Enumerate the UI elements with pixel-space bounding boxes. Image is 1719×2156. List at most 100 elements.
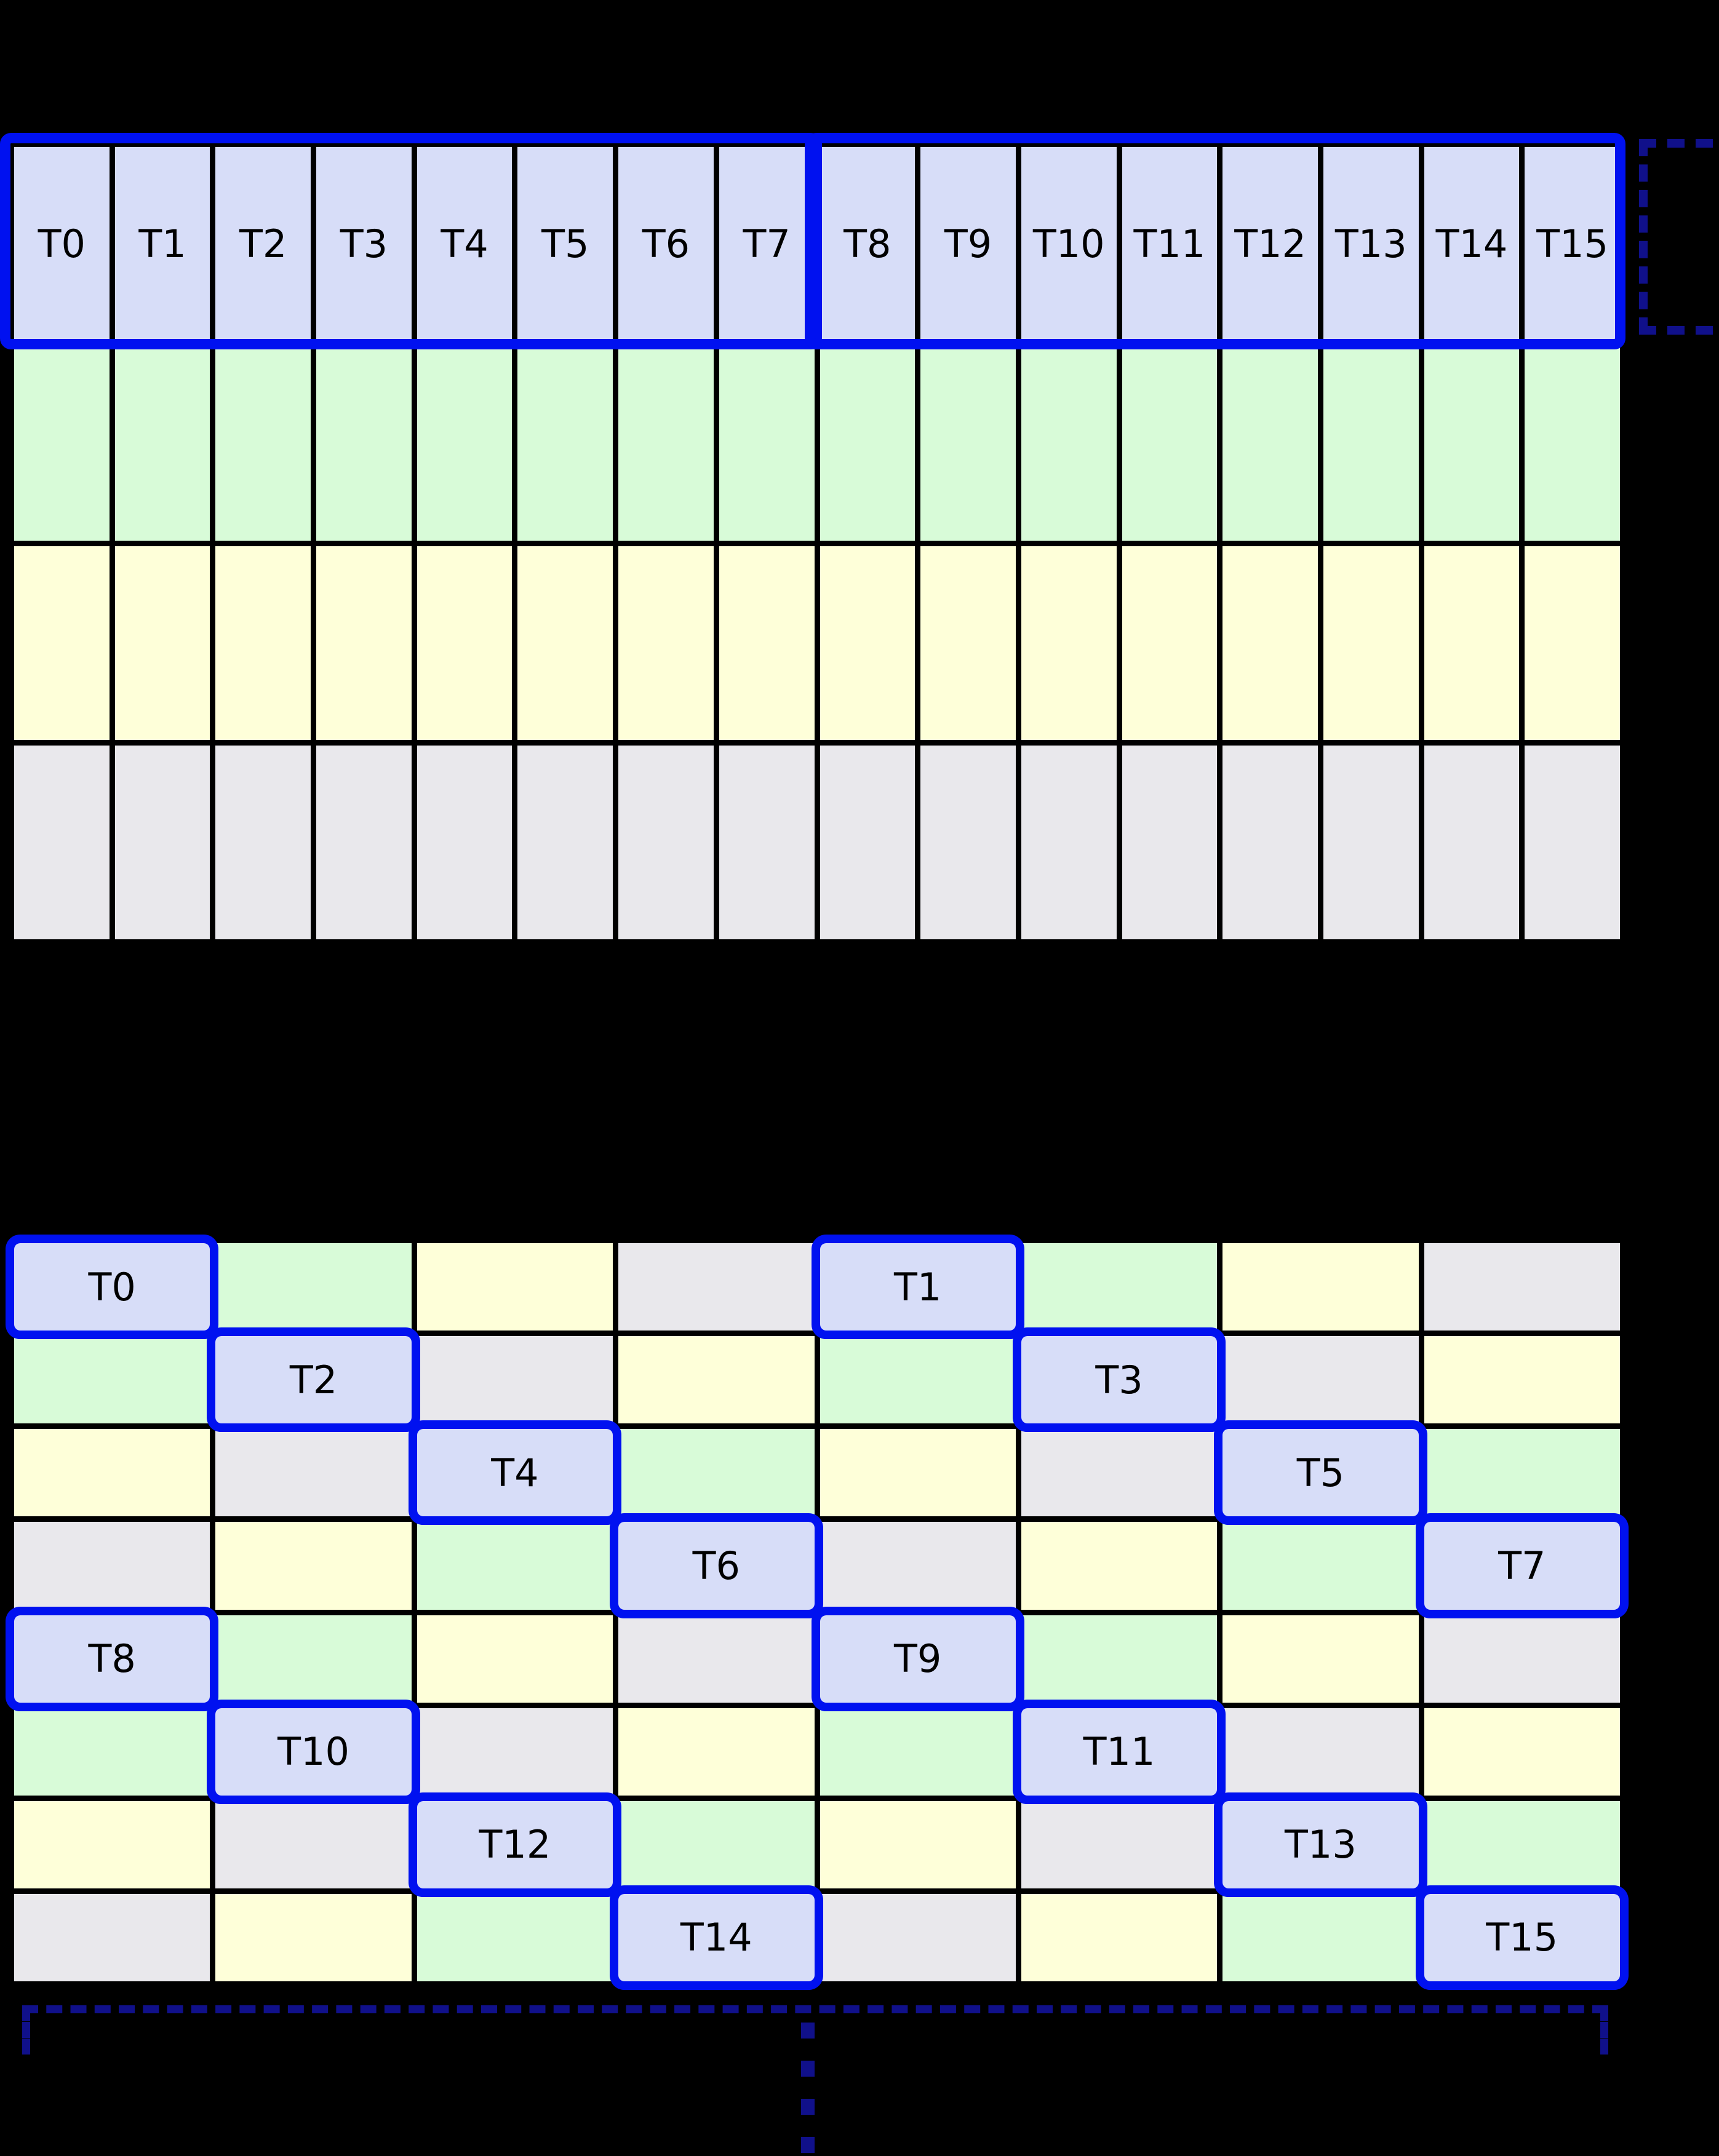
memory-cell <box>1424 546 1520 740</box>
memory-cell <box>618 1243 815 1331</box>
memory-cell <box>114 346 210 541</box>
strided-access-grid: T0 T1 T2 T3 T4 T5 T6 T7 T8 T9 T10 T11 T12 T13 T14 T15 <box>9 1238 1625 1987</box>
warp-group-box-1 <box>805 133 1625 349</box>
thread-cell-T8: T8 <box>14 1615 210 1703</box>
memory-cell <box>618 745 714 939</box>
thread-cell-T4: T4 <box>417 147 513 341</box>
memory-cell <box>820 1800 1016 1888</box>
warp-group-box-0 <box>0 133 822 349</box>
memory-cell <box>1122 346 1218 541</box>
thread-cell-T3: T3 <box>1021 1336 1218 1424</box>
memory-cell <box>1222 1522 1419 1610</box>
memory-cell <box>14 1893 210 1981</box>
memory-cell <box>920 546 1016 740</box>
memory-cell <box>517 346 613 541</box>
memory-cell <box>1424 1708 1620 1796</box>
memory-cell <box>1021 1429 1218 1517</box>
memory-cell <box>1021 1615 1218 1703</box>
thread-cell-T14: T14 <box>1424 147 1520 341</box>
memory-cell <box>14 546 110 740</box>
memory-cell <box>820 546 915 740</box>
thread-cell-T0: T0 <box>14 147 110 341</box>
memory-cell <box>215 745 311 939</box>
memory-cell <box>215 1522 412 1610</box>
memory-cell <box>417 1615 613 1703</box>
thread-cell-T9: T9 <box>920 147 1016 341</box>
memory-cell <box>820 745 915 939</box>
thread-cell-T13: T13 <box>1323 147 1419 341</box>
thread-cell-T1: T1 <box>114 147 210 341</box>
memory-cell <box>1222 546 1318 740</box>
memory-cell <box>618 1615 815 1703</box>
thread-cell-T12: T12 <box>417 1800 613 1888</box>
memory-cell <box>1424 346 1520 541</box>
thread-cell-T7: T7 <box>1424 1522 1620 1610</box>
memory-cell <box>417 1893 613 1981</box>
memory-cell <box>920 745 1016 939</box>
memory-cell <box>1021 546 1117 740</box>
thread-cell-T4: T4 <box>417 1429 613 1517</box>
memory-cell <box>417 745 513 939</box>
memory-cell <box>14 1708 210 1796</box>
thread-cell-T8: T8 <box>820 147 915 341</box>
memory-cell <box>417 546 513 740</box>
memory-cell <box>215 1893 412 1981</box>
memory-cell <box>1323 745 1419 939</box>
memory-cell <box>820 1522 1016 1610</box>
memory-cell <box>1525 346 1620 541</box>
memory-cell <box>14 1336 210 1424</box>
memory-cell <box>1222 1893 1419 1981</box>
memory-cell <box>618 1708 815 1796</box>
memory-cell <box>1222 745 1318 939</box>
ellipsis-dot <box>801 2061 815 2077</box>
memory-cell <box>417 346 513 541</box>
memory-cell <box>316 346 412 541</box>
thread-cell-T11: T11 <box>1021 1708 1218 1796</box>
memory-cell <box>719 745 815 939</box>
thread-cell-T0: T0 <box>14 1243 210 1331</box>
thread-cell-T5: T5 <box>517 147 613 341</box>
memory-cell <box>215 346 311 541</box>
memory-cell <box>1222 1708 1419 1796</box>
memory-cell <box>1222 1243 1419 1331</box>
memory-cell <box>618 1800 815 1888</box>
grid-width-bracket <box>22 2005 1608 2055</box>
thread-cell-T1: T1 <box>820 1243 1016 1331</box>
memory-cell <box>1021 745 1117 939</box>
memory-cell <box>719 546 815 740</box>
memory-cell <box>1323 346 1419 541</box>
memory-cell <box>1222 1336 1419 1424</box>
memory-cell <box>14 1429 210 1517</box>
memory-cell <box>1525 745 1620 939</box>
memory-cell <box>1021 1893 1218 1981</box>
memory-cell <box>1122 745 1218 939</box>
memory-cell <box>1424 1243 1620 1331</box>
memory-cell <box>14 1522 210 1610</box>
continuation-ellipsis <box>801 2023 815 2153</box>
memory-cell <box>316 546 412 740</box>
memory-cell <box>1424 745 1520 939</box>
memory-cell <box>316 745 412 939</box>
memory-cell <box>820 1893 1016 1981</box>
memory-cell <box>1021 1800 1218 1888</box>
thread-cell-T15: T15 <box>1525 147 1620 341</box>
thread-cell-T6: T6 <box>618 1522 815 1610</box>
thread-cell-T11: T11 <box>1122 147 1218 341</box>
memory-cell <box>820 346 915 541</box>
memory-cell <box>1323 546 1419 740</box>
thread-cell-T5: T5 <box>1222 1429 1419 1517</box>
memory-cell <box>517 546 613 740</box>
memory-cell <box>215 1615 412 1703</box>
thread-cell-T14: T14 <box>618 1893 815 1981</box>
memory-cell <box>820 1708 1016 1796</box>
thread-cell-T9: T9 <box>820 1615 1016 1703</box>
memory-cell <box>1424 1429 1620 1517</box>
thread-cell-T12: T12 <box>1222 147 1318 341</box>
memory-cell <box>114 546 210 740</box>
memory-cell <box>618 1429 815 1517</box>
ellipsis-dot <box>801 2099 815 2115</box>
thread-cell-T15: T15 <box>1424 1893 1620 1981</box>
ellipsis-dot <box>801 2023 815 2039</box>
memory-cell <box>417 1336 613 1424</box>
